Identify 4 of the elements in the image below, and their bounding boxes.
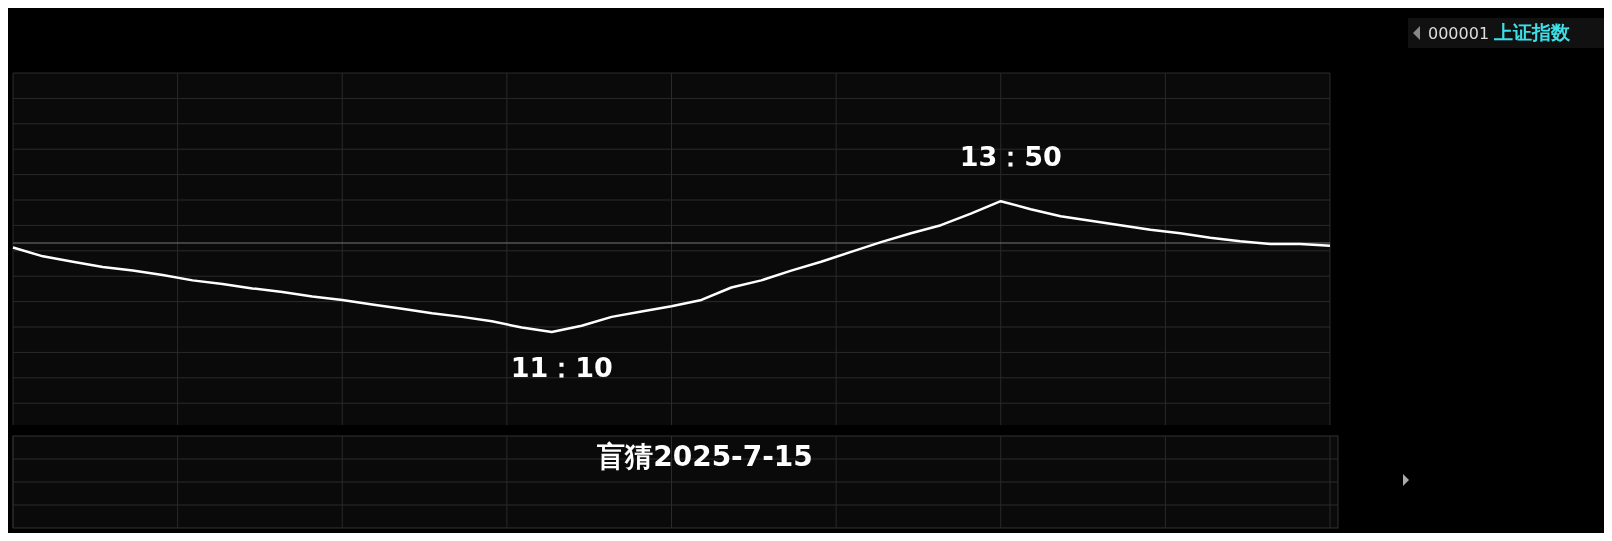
text: 000001 上证指数 xyxy=(1428,21,1572,43)
annotation: 11：10 xyxy=(510,352,613,383)
annotation: 13：50 xyxy=(959,141,1062,173)
text: 盲猜2025-7-15 xyxy=(596,440,813,473)
